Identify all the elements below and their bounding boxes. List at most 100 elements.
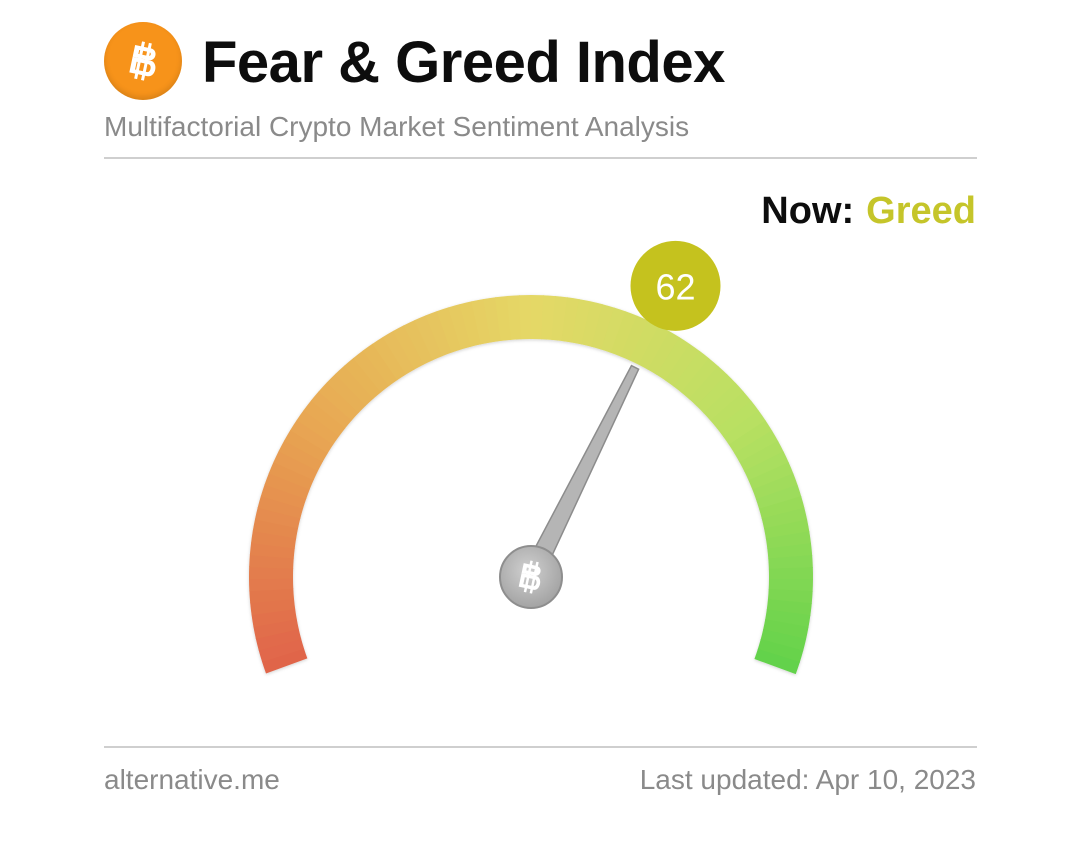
gauge-arc-segment — [258, 638, 305, 663]
gauge-arc-segment — [601, 307, 627, 353]
value-badge-circle — [630, 240, 721, 331]
gauge-arc-segment — [318, 382, 359, 421]
gauge-arc-segment — [734, 430, 779, 463]
gauge-arc-segment — [278, 440, 323, 472]
gauge-arc-segment — [251, 530, 297, 549]
gauge-hub — [499, 545, 563, 609]
classification-label: Greed — [866, 190, 976, 232]
bitcoin-hub-icon — [518, 560, 541, 594]
gauge-arc-segment — [768, 567, 813, 580]
gauge-arc-segment — [414, 315, 443, 361]
gauge-arc-segment — [303, 400, 346, 437]
gauge-arc-segment — [459, 301, 482, 347]
gauge-arc-segment — [754, 648, 800, 675]
gauge-arc-segment — [673, 350, 710, 393]
gauge-arc-segment — [268, 461, 314, 490]
gauge-arc-segment — [353, 350, 390, 393]
value-badge: 62 — [630, 240, 721, 331]
header-divider — [104, 157, 977, 159]
gauge-arc-segment — [335, 365, 374, 406]
gauge-arc-segment — [250, 598, 296, 616]
gauge-arc-segment — [766, 599, 812, 616]
gauge-arc-segment — [249, 554, 294, 569]
gauge-arc-segment — [448, 304, 472, 350]
gauge-arc-segment — [723, 410, 766, 446]
gauge-arc — [249, 295, 813, 675]
gauge-arc-segment — [716, 400, 759, 437]
gauge-arc-segment — [768, 555, 813, 570]
gauge-arc-segment — [688, 365, 728, 407]
gauge-arc-segment — [260, 483, 307, 509]
gauge-arc-segment — [757, 639, 804, 663]
gauge-arc-segment — [767, 543, 813, 560]
gauge-arc-segment — [551, 296, 568, 342]
bitcoin-logo-icon — [104, 22, 182, 100]
gauge-arc-segment — [610, 311, 638, 357]
current-status: Now: Greed — [761, 188, 976, 234]
gauge-arc-segment — [257, 495, 304, 519]
gauge-arc-segment — [755, 484, 802, 510]
gauge-arc-segment — [703, 382, 744, 421]
gauge-arc-segment — [765, 609, 811, 628]
gauge-arc-segment — [310, 391, 353, 429]
gauge-arc-segment — [760, 629, 807, 652]
gauge-arc-segment — [739, 440, 784, 472]
gauge-arc-segment — [647, 331, 681, 376]
last-updated: Last updated: Apr 10, 2023 — [639, 764, 976, 795]
gauge-arc-segment — [763, 519, 810, 540]
gauge-arc-segment — [571, 299, 592, 345]
gauge-arc-segment — [681, 358, 719, 400]
gauge-arc-segment — [664, 343, 700, 387]
gauge-arc-segment — [372, 336, 407, 381]
gauge-arc-segment — [296, 409, 340, 445]
gauge-arc-segment — [561, 297, 580, 343]
gauge-arc-segment — [326, 373, 367, 414]
gauge-arc-segment — [254, 507, 301, 529]
gauge-arc-segment — [392, 325, 424, 370]
gauge-arc-segment — [495, 295, 512, 341]
gauge-arc-segment — [284, 429, 329, 463]
gauge-arc-segment — [761, 507, 808, 530]
gauge-arc-segment — [759, 496, 805, 520]
gauge-arc-segment — [425, 311, 452, 357]
gauge-arc-segment — [763, 619, 809, 640]
gauge-arc-segment — [403, 319, 434, 365]
gauge-arc-segment — [768, 578, 813, 592]
gauge-arc-segment — [382, 330, 415, 375]
gauge-arc-segment — [264, 472, 310, 500]
gauge-arc-segment — [436, 307, 462, 353]
source-link[interactable]: alternative.me — [104, 764, 280, 795]
page-subtitle: Multifactorial Crypto Market Sentiment A… — [104, 111, 690, 142]
gauge-arc-segment — [362, 343, 398, 387]
page-title: Fear & Greed Index — [202, 30, 725, 95]
gauge-arc-segment — [591, 304, 615, 350]
gauge-arc-segment — [518, 295, 532, 340]
gauge-arc-segment — [273, 450, 319, 481]
gauge-arc-segment — [253, 618, 299, 639]
gauge-arc-segment — [744, 451, 789, 481]
gauge-arc-segment — [249, 588, 295, 604]
gauge-arc-segment — [752, 473, 798, 500]
footer-divider — [104, 746, 977, 748]
gauge-arc-segment — [581, 301, 604, 347]
gauge-arc-segment — [290, 419, 334, 454]
gauge-arc-segment — [638, 325, 670, 370]
gauge-arc-segment — [343, 357, 382, 399]
gauge-arc-segment — [255, 628, 302, 651]
gauge-arc-segment — [471, 298, 492, 345]
gauge-arc-segment — [656, 337, 691, 381]
gauge-arc-segment — [261, 648, 308, 674]
gauge-arc-segment — [696, 374, 736, 414]
gauge-arc-segment — [249, 578, 294, 592]
gauge-arc-segment — [252, 518, 299, 539]
gauge-arc-segment — [620, 315, 649, 361]
gauge-arc-segment — [710, 391, 752, 429]
gauge-arc-segment — [506, 295, 522, 340]
gauge-arc-segment — [748, 462, 794, 491]
gauge-arc-segment — [249, 566, 294, 580]
value-label: 62 — [655, 266, 695, 307]
gauge-arc-segment — [629, 320, 660, 366]
gauge-arc-segment — [531, 295, 544, 340]
now-label: Now: — [761, 190, 855, 232]
